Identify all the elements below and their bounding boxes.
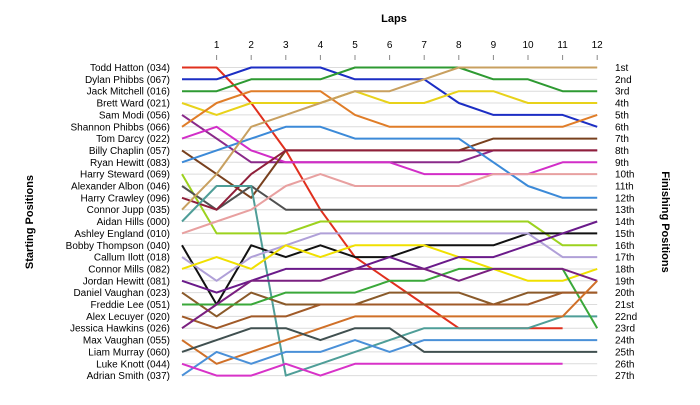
finishing-position-label: 9th bbox=[615, 158, 629, 169]
finishing-position-label: 6th bbox=[615, 122, 629, 133]
series-line bbox=[182, 66, 598, 128]
starting-position-label: Jack Mitchell (016) bbox=[87, 87, 170, 98]
x-tick-label: 11 bbox=[557, 40, 568, 51]
finishing-position-label: 16th bbox=[615, 241, 634, 252]
finishing-position-label: 14th bbox=[615, 217, 634, 228]
finishing-position-label: 4th bbox=[615, 99, 629, 110]
series-line bbox=[181, 173, 598, 235]
series-line bbox=[181, 267, 598, 330]
x-tick-label: 1 bbox=[214, 40, 220, 51]
finishing-position-label: 8th bbox=[615, 146, 629, 157]
finishing-position-label: 22nd bbox=[615, 312, 637, 323]
series-line bbox=[181, 327, 598, 353]
starting-position-label: Tom Darcy (022) bbox=[96, 134, 170, 145]
starting-position-label: Callum Ilott (018) bbox=[94, 253, 170, 264]
starting-position-label: Todd Hatton (034) bbox=[90, 63, 170, 74]
series-line bbox=[181, 362, 563, 377]
series-line bbox=[181, 66, 598, 211]
finishing-position-label: 24th bbox=[615, 336, 634, 347]
starting-position-label: Aidan Hills (000) bbox=[97, 217, 170, 228]
x-tick-labels: 1 2 3 4 5 6 7 8 9 10 11 12 bbox=[214, 40, 603, 51]
finishing-position-label: 27th bbox=[615, 371, 634, 382]
starting-position-label: Alex Lecuyer (020) bbox=[86, 312, 170, 323]
x-tick-label: 8 bbox=[456, 40, 462, 51]
series-lines bbox=[181, 66, 599, 377]
starting-position-label: Max Vaughan (055) bbox=[83, 336, 170, 347]
x-tick-label: 6 bbox=[387, 40, 393, 51]
finishing-position-label: 20th bbox=[615, 288, 634, 299]
x-tick-label: 7 bbox=[421, 40, 427, 51]
starting-position-label: Liam Murray (060) bbox=[88, 347, 170, 358]
finishing-position-label: 3rd bbox=[615, 87, 629, 98]
right-axis-title: Finishing Positions bbox=[659, 171, 671, 272]
finishing-position-label: 10th bbox=[615, 170, 634, 181]
starting-position-label: Bobby Thompson (040) bbox=[66, 241, 170, 252]
starting-position-labels: Todd Hatton (034)Dylan Phibbs (067)Jack … bbox=[66, 63, 170, 382]
series-line bbox=[181, 185, 598, 377]
starting-position-label: Jordan Hewitt (081) bbox=[83, 276, 170, 287]
series-line bbox=[181, 280, 598, 365]
series-line bbox=[181, 173, 598, 247]
finishing-position-label: 1st bbox=[615, 63, 629, 74]
starting-position-label: Adrian Smith (037) bbox=[87, 371, 170, 382]
x-tick-label: 12 bbox=[592, 40, 604, 51]
series-line bbox=[181, 90, 598, 116]
starting-position-label: Freddie Lee (051) bbox=[91, 300, 171, 311]
left-axis-title: Starting Positions bbox=[24, 175, 36, 269]
starting-position-label: Harry Steward (069) bbox=[80, 170, 170, 181]
finishing-position-label: 5th bbox=[615, 110, 629, 121]
starting-position-label: Dylan Phibbs (067) bbox=[85, 75, 170, 86]
series-line bbox=[181, 291, 598, 330]
finishing-position-label: 13th bbox=[615, 205, 634, 216]
x-tick-label: 3 bbox=[283, 40, 289, 51]
x-tick-label: 9 bbox=[491, 40, 497, 51]
starting-position-label: Shannon Phibbs (066) bbox=[70, 122, 170, 133]
finishing-position-label: 21st bbox=[615, 300, 634, 311]
starting-position-label: Sam Modi (056) bbox=[99, 110, 170, 121]
x-axis-title: Laps bbox=[381, 13, 407, 25]
x-tick-label: 5 bbox=[352, 40, 358, 51]
finishing-position-labels: 1st2nd3rd4th5th6th7th8th9th10th11th12th1… bbox=[615, 63, 637, 382]
starting-position-label: Luke Knott (044) bbox=[96, 359, 170, 370]
series-line bbox=[181, 339, 598, 377]
finishing-position-label: 26th bbox=[615, 359, 634, 370]
x-tick-label: 2 bbox=[248, 40, 254, 51]
series-line bbox=[182, 66, 598, 93]
starting-position-label: Ryan Hewitt (083) bbox=[90, 158, 170, 169]
starting-position-label: Billy Chaplin (057) bbox=[89, 146, 170, 157]
starting-position-label: Connor Jupp (035) bbox=[87, 205, 170, 216]
starting-position-label: Daniel Vaughan (023) bbox=[73, 288, 170, 299]
series-line bbox=[181, 232, 598, 282]
finishing-position-label: 11th bbox=[615, 182, 634, 193]
starting-position-label: Harry Crawley (096) bbox=[81, 193, 170, 204]
finishing-position-label: 2nd bbox=[615, 75, 632, 86]
finishing-position-label: 25th bbox=[615, 347, 634, 358]
starting-position-label: Ashley England (010) bbox=[74, 229, 170, 240]
finishing-position-label: 17th bbox=[615, 253, 634, 264]
starting-position-label: Jessica Hawkins (026) bbox=[70, 324, 170, 335]
x-tick-label: 10 bbox=[522, 40, 534, 51]
finishing-position-label: 7th bbox=[615, 134, 629, 145]
finishing-position-label: 18th bbox=[615, 264, 634, 275]
x-tick-label: 4 bbox=[318, 40, 324, 51]
series-line bbox=[181, 291, 598, 318]
series-line bbox=[181, 149, 598, 211]
starting-position-label: Alexander Albon (046) bbox=[71, 182, 170, 193]
finishing-position-label: 23rd bbox=[615, 324, 635, 335]
finishing-position-label: 15th bbox=[615, 229, 634, 240]
plot-background bbox=[182, 38, 607, 394]
series-line bbox=[181, 125, 598, 199]
finishing-position-label: 19th bbox=[615, 276, 634, 287]
series-line bbox=[181, 244, 598, 282]
starting-position-label: Connor Mills (082) bbox=[88, 264, 170, 275]
series-line bbox=[181, 90, 598, 128]
starting-position-label: Brett Ward (021) bbox=[96, 99, 170, 110]
finishing-position-label: 12th bbox=[615, 193, 634, 204]
